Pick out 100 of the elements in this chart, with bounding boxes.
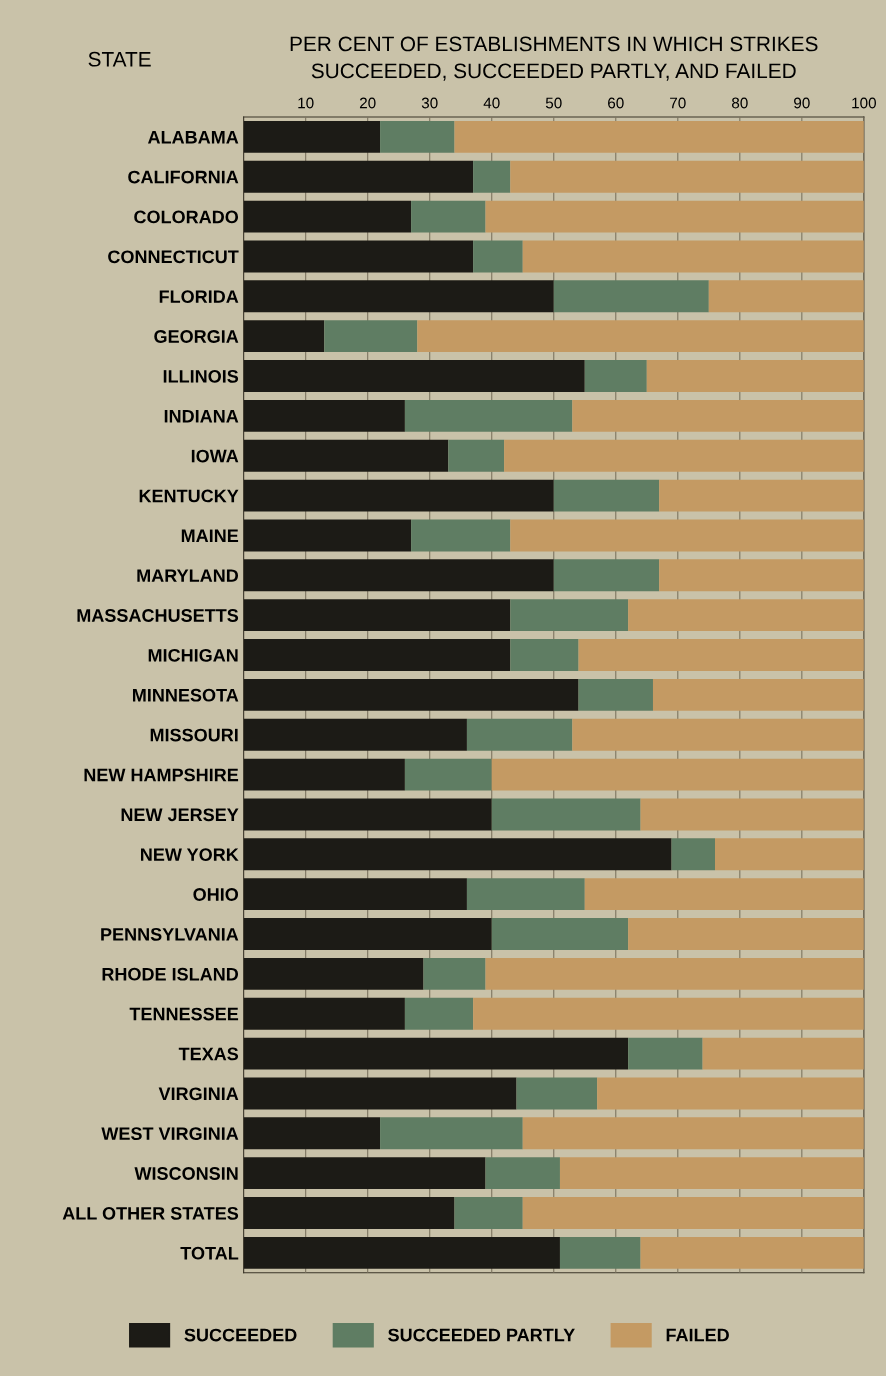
bar [473,240,523,273]
bar [243,559,554,592]
bar [646,360,864,392]
bar [491,758,864,791]
bar [411,200,486,233]
bar [404,399,573,432]
legend-label: SUCCEEDED PARTLY [388,1328,575,1342]
bar [324,320,418,353]
y-tick-label: MICHIGAN [148,648,238,662]
y-tick-label: ALABAMA [147,131,239,144]
y-tick-label: MASSACHUSETTS [77,609,239,622]
bar [473,160,511,193]
x-tick-label: 60 [608,97,624,109]
bar [553,559,660,592]
y-tick-label: ILLINOIS [163,369,239,383]
bar [380,1117,523,1150]
bar [243,1117,381,1150]
y-tick-label: FLORIDA [159,290,239,304]
bar [243,878,467,911]
bar [473,997,864,1030]
bar [466,718,573,751]
bar [485,957,864,990]
y-tick-label: NEW JERSEY [121,808,239,822]
y-tick-label: CALIFORNIA [128,170,239,184]
bar [243,1236,560,1269]
bar [243,957,424,990]
bar [553,479,660,512]
x-tick-label: 40 [483,97,500,109]
bar [243,120,381,153]
y-tick-label: RHODE ISLAND [102,967,239,981]
bar [516,1077,598,1110]
bar [243,718,467,751]
bar [659,559,864,592]
bar [423,957,486,990]
bar [454,120,864,153]
x-tick-label: 30 [421,97,438,109]
bar [243,798,492,831]
bar [243,838,672,871]
y-tick-label: WISCONSIN [134,1167,238,1180]
bar [578,639,864,671]
legend-label: SUCCEEDED [184,1328,297,1342]
x-tick-label: 20 [359,97,376,109]
bar [572,399,864,432]
bar [628,918,864,950]
bar [380,120,455,153]
bar [522,240,864,273]
bar [510,639,579,671]
x-tick-label: 90 [794,97,810,109]
bar [522,1117,864,1150]
bar [243,360,585,392]
x-tick-label: 50 [545,97,562,109]
y-tick-label: PENNSYLVANIA [101,927,239,941]
bar [504,439,864,472]
bar [243,678,579,711]
bar [572,718,864,751]
bar [404,997,474,1030]
bar [243,280,554,313]
bar [715,838,864,871]
bar [417,320,864,353]
bar [597,1077,864,1110]
bar [652,678,864,711]
y-tick-label: OHIO [193,888,239,901]
bar [485,1157,560,1190]
bar [243,200,412,233]
y-tick-label: MINNESOTA [132,688,239,702]
bar [243,519,412,552]
y-tick-label: COLORADO [134,210,239,224]
x-tick-label: 70 [670,97,686,109]
bar [243,997,405,1030]
bar [243,758,405,791]
bar [559,1236,641,1269]
bar [510,599,629,632]
bar [243,1037,629,1070]
bar [243,918,492,950]
y-tick-label: CONNECTICUT [108,250,239,264]
bar [243,1157,486,1190]
y-tick-label: NEW HAMPSHIRE [84,768,239,782]
bar [454,1197,523,1229]
bar [640,1236,864,1269]
bar [243,439,449,472]
bar [559,1157,864,1190]
bar [243,240,474,273]
y-tick-label: GEORGIA [154,330,239,343]
y-tick-label: WEST VIRGINIA [101,1127,239,1141]
x-tick-label: 100 [852,97,876,109]
bar [628,1037,703,1070]
x-tick-label: 80 [731,97,748,109]
bar [243,1077,517,1110]
bar [243,1197,455,1229]
bar [448,439,505,472]
bar [578,678,653,711]
y-tick-label: NEW YORK [141,848,239,862]
bar [510,160,864,193]
y-tick-label: IOWA [191,449,239,463]
bar [584,878,864,911]
chart-title: PER CENT OF ESTABLISHMENTS IN WHICH STRIKES SUCCEEDED, SUCCEEDED PARTLY, AND FAILED [290,36,818,81]
y-tick-label: MISSOURI [150,728,238,742]
bar [491,918,629,950]
legend-label: FAILED [666,1328,729,1342]
y-tick-label: ALL OTHER STATES [62,1206,239,1220]
